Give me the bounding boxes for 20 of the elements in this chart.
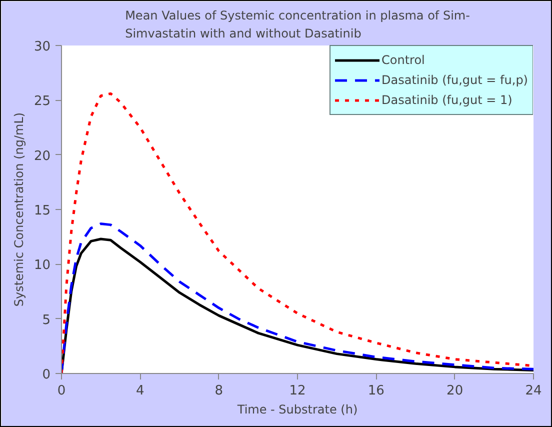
legend-label: Dasatinib (fu,gut = fu,p) <box>382 73 528 87</box>
x-tick-label: 8 <box>214 384 223 398</box>
y-tick-label: 25 <box>34 94 51 110</box>
chart-title: Mean Values of Systemic concentration in plasma of Sim- Simvastatin with and without Dasatinib <box>125 8 470 40</box>
x-axis-title: Time - Substrate (h) <box>236 402 358 416</box>
y-tick-label: 20 <box>34 148 51 164</box>
x-tick-label: 12 <box>289 384 306 398</box>
y-tick-label: 5 <box>42 312 51 328</box>
x-tick-label: 24 <box>525 384 542 398</box>
y-tick-label: 10 <box>34 258 51 274</box>
y-tick-label: 0 <box>42 368 51 382</box>
x-tick-label: 16 <box>368 384 384 398</box>
y-axis-title: Systemic Concentration (ng/mL) <box>12 112 26 307</box>
legend-label: Dasatinib (fu,gut = 1) <box>382 93 512 107</box>
legend-label: Control <box>382 53 425 67</box>
y-tick-label: 15 <box>34 204 51 218</box>
x-tick-label: 20 <box>446 384 464 398</box>
x-tick-label: 4 <box>136 384 144 398</box>
y-tick-label: 30 <box>34 40 51 54</box>
x-tick-label: 0 <box>57 384 66 398</box>
